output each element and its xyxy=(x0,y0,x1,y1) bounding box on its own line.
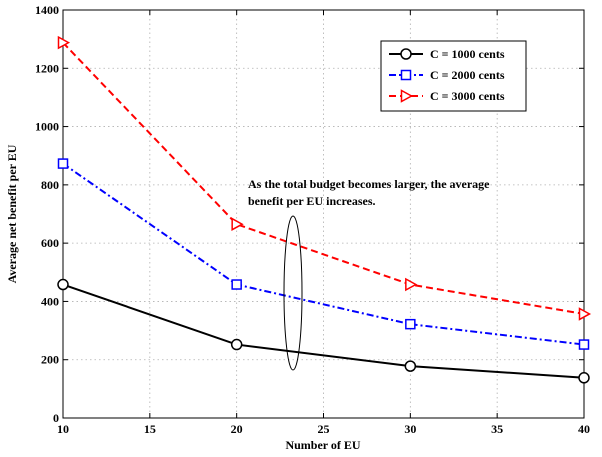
y-tick-label: 0 xyxy=(53,411,59,425)
y-axis-label: Average net benefit per EU xyxy=(5,144,19,283)
legend-label-2: C = 2000 cents xyxy=(430,68,505,82)
x-tick-label: 10 xyxy=(57,422,69,436)
x-tick-label: 30 xyxy=(404,422,416,436)
legend-marker-1 xyxy=(400,48,412,60)
data-point-series-1 xyxy=(57,278,69,291)
data-point-series-2 xyxy=(231,279,242,290)
x-tick-label: 20 xyxy=(231,422,243,436)
annotation-line-2: benefit per EU increases. xyxy=(248,194,376,208)
y-tick-label: 600 xyxy=(41,236,59,250)
y-tick-label: 1400 xyxy=(35,3,59,17)
data-point-series-3 xyxy=(578,307,592,321)
legend-marker-3 xyxy=(400,89,414,103)
data-point-series-3 xyxy=(57,35,71,50)
data-point-series-2 xyxy=(578,339,590,350)
x-tick-label: 25 xyxy=(318,422,330,436)
x-tick-label: 15 xyxy=(144,422,156,436)
data-point-series-2 xyxy=(57,158,69,169)
y-tick-label: 800 xyxy=(41,178,59,192)
x-axis-label: Number of EU xyxy=(285,438,360,452)
annotation-line-1: As the total budget becomes larger, the … xyxy=(248,177,490,191)
x-tick-label: 40 xyxy=(578,422,590,436)
x-tick-label: 35 xyxy=(491,422,503,436)
data-point-series-1 xyxy=(578,372,590,384)
data-point-series-1 xyxy=(404,360,417,372)
y-tick-label: 200 xyxy=(41,353,59,367)
legend-label-3: C = 3000 cents xyxy=(430,89,505,103)
legend: C = 1000 cents C = 2000 cents C = 3000 cen… xyxy=(380,40,527,112)
legend-marker-2 xyxy=(400,69,412,81)
data-point-series-3 xyxy=(405,277,418,292)
series-lines xyxy=(57,35,592,384)
annotation-ellipse xyxy=(283,215,303,371)
y-tick-label: 400 xyxy=(41,294,59,308)
series-line-3 xyxy=(62,41,585,315)
series-line-2 xyxy=(62,162,585,346)
data-point-series-2 xyxy=(405,318,416,330)
data-point-series-1 xyxy=(230,338,243,351)
data-point-series-3 xyxy=(231,217,244,231)
legend-label-1: C = 1000 cents xyxy=(430,47,505,61)
y-tick-label: 1000 xyxy=(35,120,59,134)
series-line-1 xyxy=(62,283,585,379)
y-tick-label: 1200 xyxy=(35,61,59,75)
